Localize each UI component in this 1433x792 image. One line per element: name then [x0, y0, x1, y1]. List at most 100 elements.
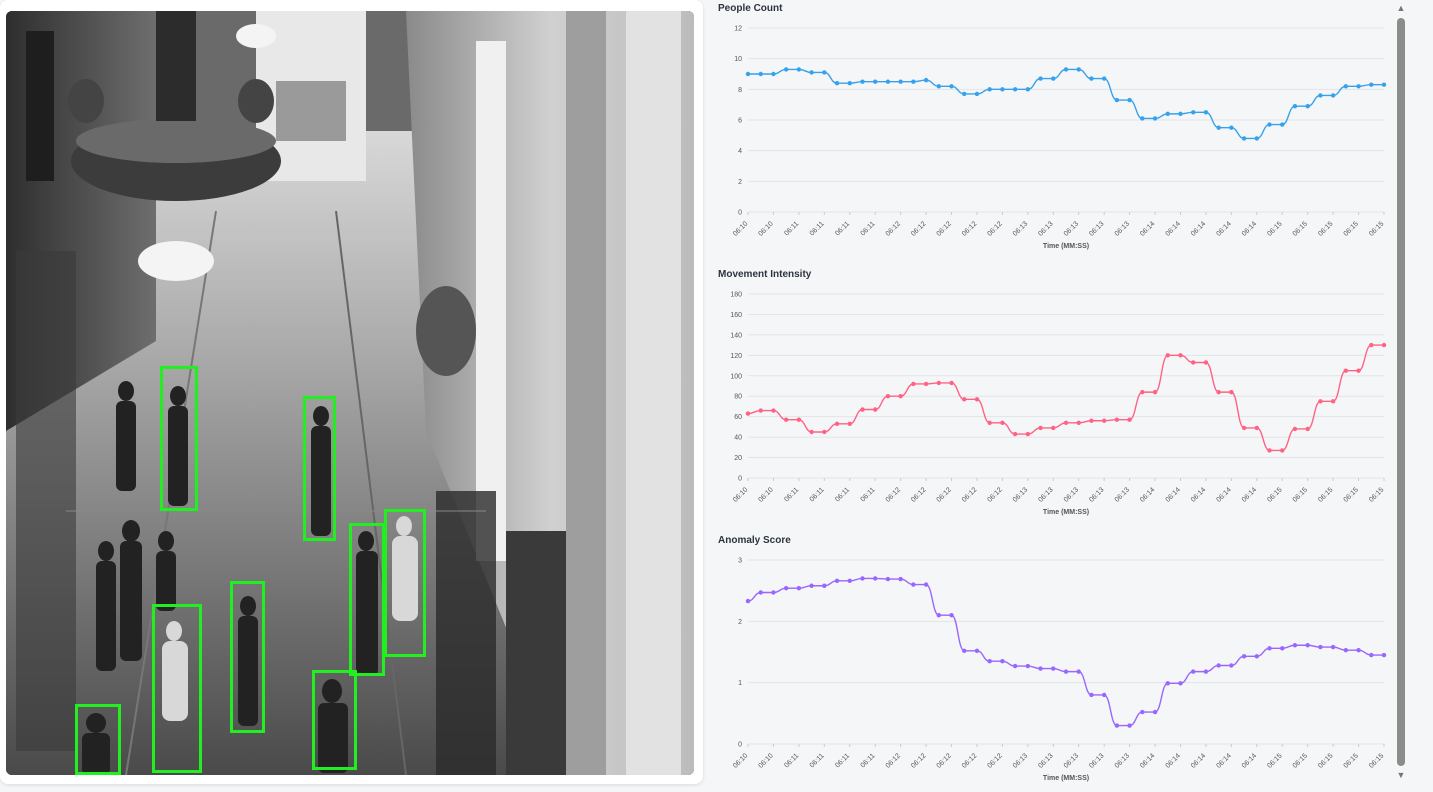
data-point	[1229, 389, 1234, 395]
y-tick-label: 12	[734, 26, 742, 33]
data-point	[1063, 669, 1069, 674]
data-point	[809, 583, 814, 588]
x-axis-label: Time (MM:SS)	[1043, 243, 1089, 250]
x-tick-label: 06:11	[783, 752, 800, 769]
anomaly-score-plot: 0 1 2 3 06:10 06:10 06:11 06:11 06:11 06:11 06:12 0…	[732, 558, 1387, 782]
data-point	[898, 394, 903, 399]
data-point	[1356, 84, 1361, 89]
x-tick-label: 06:14	[1190, 752, 1207, 769]
scroll-thumb[interactable]	[1397, 18, 1405, 766]
data-point	[758, 590, 763, 595]
data-point	[1101, 76, 1107, 81]
data-point	[1191, 110, 1196, 115]
data-point	[1127, 723, 1132, 728]
data-point	[1267, 122, 1272, 127]
x-tick-label: 06:11	[860, 752, 877, 769]
x-tick-label: 06:15	[1343, 220, 1360, 237]
data-point	[1063, 67, 1069, 72]
data-point	[1369, 342, 1374, 348]
video-frame[interactable]	[6, 11, 694, 775]
data-point	[1381, 342, 1387, 348]
person-detection-box	[303, 396, 336, 541]
data-point	[1318, 399, 1323, 404]
series-line	[747, 577, 1384, 727]
x-tick-label: 06:12	[910, 752, 927, 769]
y-tick-label: 0	[738, 210, 742, 217]
data-point	[962, 648, 967, 653]
data-point	[1203, 669, 1209, 674]
person-detection-box	[152, 604, 202, 773]
x-tick-label: 06:10	[732, 220, 749, 237]
x-tick-label: 06:13	[1088, 220, 1105, 237]
x-tick-label: 06:13	[1063, 486, 1080, 503]
y-tick-label: 3	[738, 558, 742, 565]
y-tick-label: 0	[738, 742, 742, 749]
data-point	[1280, 122, 1285, 127]
data-point	[1165, 353, 1170, 358]
data-point	[809, 429, 814, 435]
data-point	[1038, 666, 1043, 671]
x-tick-label: 06:13	[1063, 752, 1080, 769]
video-panel	[0, 0, 703, 784]
data-point	[1229, 663, 1234, 668]
x-tick-label: 06:15	[1317, 486, 1334, 503]
x-tick-label: 06:12	[936, 752, 953, 769]
data-point	[822, 429, 827, 435]
data-point	[1025, 663, 1031, 669]
data-point	[1101, 692, 1107, 698]
x-tick-label: 06:14	[1241, 220, 1258, 237]
x-tick-label: 06:10	[732, 486, 749, 503]
x-tick-label: 06:12	[885, 220, 902, 237]
data-point	[1356, 647, 1361, 653]
data-point	[1203, 360, 1209, 365]
data-point	[1165, 111, 1170, 117]
x-tick-label: 06:13	[1037, 220, 1054, 237]
x-tick-label: 06:14	[1165, 220, 1182, 237]
x-tick-label: 06:12	[961, 220, 978, 237]
scroll-down-icon[interactable]: ▼	[1396, 770, 1406, 780]
person-detection-box	[384, 509, 426, 657]
chart-title: Movement Intensity	[718, 269, 812, 280]
x-axis-label: Time (MM:SS)	[1043, 775, 1089, 782]
y-tick-label: 20	[734, 455, 742, 462]
scroll-up-icon[interactable]: ▲	[1396, 3, 1406, 13]
data-point	[1305, 643, 1310, 648]
x-tick-label: 06:14	[1215, 752, 1232, 769]
data-point	[771, 590, 776, 595]
data-point	[1140, 116, 1145, 121]
x-tick-label: 06:12	[885, 486, 902, 503]
data-point	[987, 87, 992, 92]
x-tick-label: 06:15	[1292, 486, 1309, 503]
data-point	[1025, 87, 1031, 92]
x-tick-label: 06:11	[783, 220, 800, 237]
x-tick-label: 06:12	[885, 752, 902, 769]
data-point	[1152, 709, 1158, 715]
chart-title: Anomaly Score	[718, 535, 791, 546]
y-tick-label: 40	[734, 435, 742, 442]
data-point	[1114, 723, 1120, 728]
data-point	[783, 586, 789, 591]
y-tick-label: 160	[730, 312, 742, 319]
scrollbar[interactable]: ▲ ▼	[1393, 0, 1409, 792]
anomaly-score-chart: Anomaly Score 0 1 2 3 06:10 06:10 06:11 06:11 06…	[712, 532, 1392, 792]
y-tick-label: 60	[734, 414, 742, 421]
data-point	[1280, 646, 1285, 651]
x-tick-label: 06:15	[1317, 220, 1334, 237]
data-point	[1165, 681, 1170, 686]
x-tick-label: 06:13	[1114, 220, 1131, 237]
data-point	[873, 576, 878, 581]
data-point	[1369, 652, 1374, 658]
x-tick-label: 06:14	[1139, 752, 1156, 769]
data-point	[1203, 110, 1209, 115]
data-point	[898, 79, 903, 84]
data-point	[1330, 93, 1336, 98]
data-point	[949, 380, 954, 386]
x-tick-label: 06:14	[1165, 486, 1182, 503]
x-tick-label: 06:15	[1266, 486, 1283, 503]
x-tick-label: 06:14	[1165, 752, 1182, 769]
x-tick-label: 06:13	[1114, 752, 1131, 769]
data-point	[1216, 125, 1221, 130]
data-point	[1076, 669, 1081, 674]
data-point	[1305, 104, 1310, 109]
x-tick-label: 06:14	[1190, 220, 1207, 237]
